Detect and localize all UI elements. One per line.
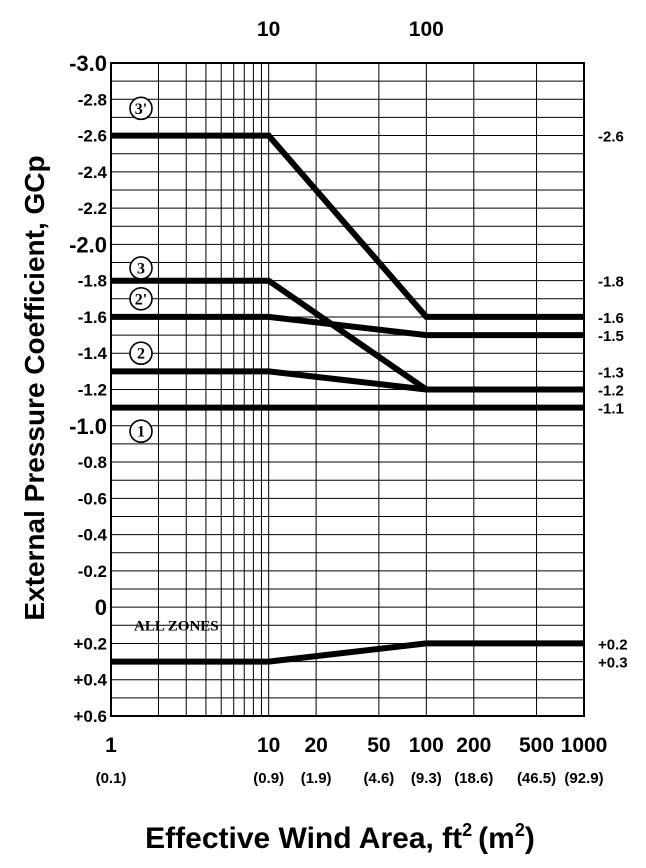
top-tick-label: 100 bbox=[409, 18, 444, 41]
x-tick-metric-label: (0.9) bbox=[253, 770, 284, 787]
top-tick-label: 10 bbox=[257, 18, 280, 41]
right-value-label: +0.3 bbox=[598, 655, 628, 672]
x-tick-label: 1000 bbox=[561, 734, 608, 757]
right-value-label: -2.6 bbox=[598, 129, 624, 146]
plot-frame bbox=[110, 62, 585, 717]
y-tick-label: -2.4 bbox=[78, 163, 108, 182]
zone-marker-circle bbox=[129, 419, 153, 444]
zone-marker-circle bbox=[129, 341, 153, 366]
zone-label: 1 bbox=[137, 424, 145, 441]
series-lines bbox=[111, 132, 584, 665]
x-axis-title-sup-2: 2 bbox=[515, 820, 525, 840]
y-tick-label: -0.2 bbox=[78, 562, 107, 581]
right-value-label: -1.5 bbox=[598, 328, 624, 345]
y-tick-label: -2.6 bbox=[78, 127, 107, 146]
x-axis-title: Effective Wind Area, ft2 (m2) bbox=[145, 820, 535, 855]
zone-marker-circle bbox=[129, 287, 153, 311]
y-tick-label: -2.2 bbox=[78, 199, 107, 218]
x-tick-metric-label: (1.9) bbox=[301, 770, 332, 787]
series-line-2- bbox=[111, 313, 584, 339]
series-line-all-zones bbox=[111, 640, 584, 665]
y-tick-label: -1.4 bbox=[78, 344, 108, 363]
zone-label: 3' bbox=[135, 101, 147, 118]
right-value-label: -1.8 bbox=[598, 274, 624, 291]
x-tick-metric-label: (46.5) bbox=[517, 770, 556, 787]
zone-label: 3 bbox=[137, 260, 145, 277]
x-tick-metric-label: (9.3) bbox=[411, 770, 442, 787]
y-tick-label: -1.6 bbox=[78, 308, 107, 327]
y-tick-label: -0.4 bbox=[78, 526, 108, 545]
x-tick-metric-label: (18.6) bbox=[454, 770, 493, 787]
x-axis-title-sup-1: 2 bbox=[462, 820, 472, 840]
y-tick-label: -0.6 bbox=[78, 489, 107, 508]
series-line-2 bbox=[111, 368, 584, 393]
y-tick-label: -1.2 bbox=[78, 381, 107, 400]
x-tick-label: 100 bbox=[409, 734, 444, 757]
x-tick-label: 500 bbox=[519, 734, 554, 757]
right-value-label: -1.3 bbox=[598, 364, 624, 381]
zone-marker-circle bbox=[129, 256, 153, 280]
right-value-label: -1.2 bbox=[598, 383, 624, 400]
x-tick-label: 10 bbox=[257, 734, 280, 757]
zone-label: 2' bbox=[135, 291, 147, 308]
y-tick-label: +0.6 bbox=[73, 707, 107, 726]
y-tick-label: 0 bbox=[95, 595, 107, 620]
right-value-label: -1.6 bbox=[598, 310, 624, 327]
labels: -3.0 -2.8 -2.6 -2.4 -2.2 -2.0 -1.8 -1.6 -1.4 -1.2… bbox=[69, 18, 628, 787]
x-tick-label: 1 bbox=[105, 734, 117, 757]
y-tick-label: +0.2 bbox=[73, 634, 107, 653]
x-tick-metric-label: (4.6) bbox=[363, 770, 394, 787]
x-tick-label: 20 bbox=[304, 734, 327, 757]
y-tick-label: +0.4 bbox=[73, 671, 107, 690]
y-tick-label: -1.0 bbox=[69, 414, 107, 439]
x-tick-metric-label: (0.1) bbox=[96, 770, 127, 787]
y-tick-label: -1.8 bbox=[78, 272, 107, 291]
x-tick-label: 50 bbox=[367, 734, 390, 757]
y-tick-label: -3.0 bbox=[69, 51, 107, 76]
x-tick-metric-label: (92.9) bbox=[564, 770, 603, 787]
y-axis-title: External Pressure Coefficient, GCp bbox=[19, 155, 50, 620]
series-line-3- bbox=[111, 132, 584, 320]
y-tick-label: -2.0 bbox=[69, 232, 107, 257]
zone-marker-circle bbox=[129, 96, 153, 121]
y-tick-label: -2.8 bbox=[78, 90, 107, 109]
all-zones-label: ALL ZONES bbox=[134, 619, 219, 635]
right-value-label: -1.1 bbox=[598, 401, 624, 418]
y-tick-label: -0.8 bbox=[78, 453, 107, 472]
zone-label: 2 bbox=[137, 346, 145, 363]
x-tick-label: 200 bbox=[456, 734, 491, 757]
right-value-label: +0.2 bbox=[598, 636, 628, 653]
